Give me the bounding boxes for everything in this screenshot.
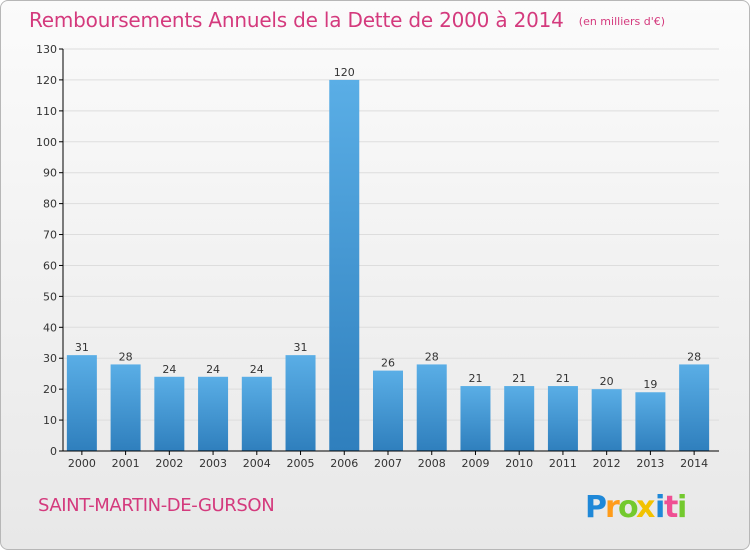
x-tick-label: 2007 [374,457,402,470]
y-tick-label: 10 [43,414,57,427]
bar-value-label: 28 [425,350,439,363]
x-tick-label: 2010 [505,457,533,470]
bar-value-label: 26 [381,357,395,370]
bar [416,364,447,451]
bar-value-label: 21 [468,372,482,385]
x-tick-label: 2001 [112,457,140,470]
bar [198,376,229,451]
bar-layer [66,79,710,451]
bar [66,355,97,451]
y-tick-label: 40 [43,321,57,334]
bar-value-label: 24 [250,363,264,376]
y-tick-label: 110 [36,105,57,118]
bar [329,79,360,451]
logo-letter-t: t [664,490,678,525]
label-layer: 0 10 20 30 40 50 60 70 80 90 100 110 120 130 31 2000 28 2… [36,43,708,470]
chart-subtitle: (en milliers d'€) [578,15,666,28]
x-tick-label: 2006 [330,457,358,470]
bar-value-label: 31 [294,341,308,354]
y-tick-label: 100 [36,136,57,149]
y-tick-label: 120 [36,74,57,87]
bar-value-label: 31 [75,341,89,354]
bar-value-label: 28 [687,350,701,363]
bar [460,386,491,451]
bar [504,386,535,451]
x-tick-label: 2005 [287,457,315,470]
axis-layer [59,48,719,455]
bar [635,392,666,451]
y-tick-label: 20 [43,383,57,396]
y-tick-label: 60 [43,259,57,272]
x-tick-label: 2011 [549,457,577,470]
x-tick-label: 2012 [593,457,621,470]
bar-value-label: 24 [162,363,176,376]
y-tick-label: 70 [43,229,57,242]
bar [110,364,141,451]
bar-value-label: 19 [643,378,657,391]
logo-letter-p: P [585,490,607,525]
bar-value-label: 21 [556,372,570,385]
bar [679,364,710,451]
bar [591,389,622,451]
x-tick-label: 2002 [155,457,183,470]
bar-value-label: 21 [512,372,526,385]
y-tick-label: 90 [43,167,57,180]
y-tick-label: 50 [43,290,57,303]
bar [373,370,403,451]
bar [241,376,272,451]
y-tick-label: 0 [50,445,57,458]
x-tick-label: 2013 [636,457,664,470]
y-tick-label: 130 [36,43,57,56]
proxiti-logo: P r o x i t i [585,487,695,527]
logo-letter-x: x [636,490,655,525]
x-tick-label: 2004 [243,457,271,470]
x-tick-label: 2009 [461,457,489,470]
x-tick-label: 2000 [68,457,96,470]
bar [285,355,316,451]
y-tick-label: 30 [43,352,57,365]
bar-value-label: 24 [206,363,220,376]
bar-value-label: 28 [119,350,133,363]
bar [547,386,578,451]
chart-title: Remboursements Annuels de la Dette de 20… [29,8,564,32]
y-tick-label: 80 [43,198,57,211]
logo-letter-i: i [655,490,665,525]
x-tick-label: 2008 [418,457,446,470]
logo-letter-i2: i [677,490,687,525]
bar-value-label: 120 [334,66,355,79]
logo-letter-o: o [618,490,639,525]
x-tick-label: 2014 [680,457,708,470]
chart-title-block: Remboursements Annuels de la Dette de 20… [29,8,665,32]
bar-value-label: 20 [600,375,614,388]
proxiti-logo-mark: P r o x i t i [585,490,687,525]
x-tick-label: 2003 [199,457,227,470]
bar [154,376,185,451]
town-name: SAINT-MARTIN-DE-GURSON [38,495,275,516]
logo-letter-r: r [605,490,620,525]
